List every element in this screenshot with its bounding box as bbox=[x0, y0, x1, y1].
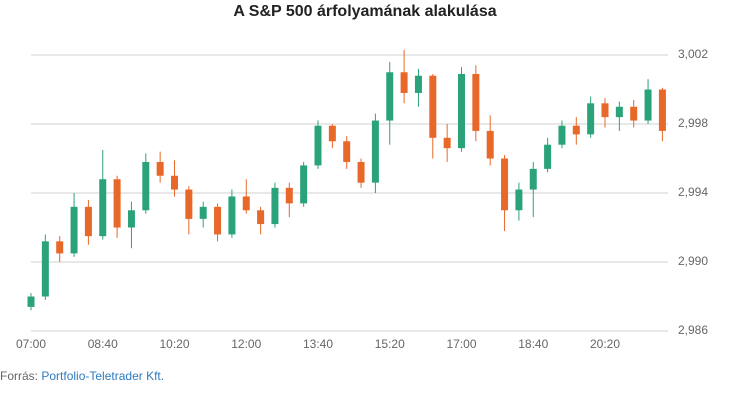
y-tick-label: 3,002 bbox=[678, 47, 708, 61]
source: Forrás: Portfolio-Teletrader Kft. bbox=[0, 369, 164, 383]
candle-body bbox=[544, 144, 552, 169]
x-tick-label: 07:00 bbox=[16, 337, 46, 351]
candle-body bbox=[630, 106, 638, 121]
candle-body bbox=[127, 210, 135, 228]
candle-body bbox=[113, 179, 121, 228]
candle-body bbox=[386, 72, 394, 121]
candle-body bbox=[529, 168, 537, 190]
y-tick-label: 2,986 bbox=[678, 323, 708, 337]
candle-body bbox=[41, 241, 49, 297]
source-label: Forrás: bbox=[0, 369, 38, 383]
x-tick-label: 13:40 bbox=[303, 337, 333, 351]
candle-body bbox=[142, 161, 150, 211]
chart-title: A S&P 500 árfolyamának alakulása bbox=[233, 3, 496, 20]
x-tick-label: 15:20 bbox=[375, 337, 405, 351]
candle-body bbox=[99, 179, 107, 237]
candle-body bbox=[314, 125, 322, 166]
candle-body bbox=[56, 241, 64, 254]
candle-body bbox=[228, 196, 236, 235]
source-link[interactable]: Portfolio-Teletrader Kft. bbox=[41, 369, 164, 383]
x-tick-label: 20:20 bbox=[590, 337, 620, 351]
candle-body bbox=[328, 125, 336, 142]
candle-body bbox=[27, 296, 35, 307]
candle-body bbox=[300, 165, 308, 204]
x-tick-label: 10:20 bbox=[159, 337, 189, 351]
y-tick-label: 2,998 bbox=[678, 116, 708, 130]
candle-body bbox=[472, 73, 480, 131]
candle-body bbox=[615, 106, 623, 118]
candle-body bbox=[285, 187, 293, 204]
candle-body bbox=[515, 189, 523, 211]
candle-body bbox=[572, 125, 580, 135]
candle-body bbox=[601, 103, 609, 118]
candle-body bbox=[199, 206, 207, 219]
candle-body bbox=[84, 206, 92, 237]
y-tick-label: 2,990 bbox=[678, 254, 708, 268]
candle-body bbox=[70, 206, 78, 254]
candle-body bbox=[371, 120, 379, 183]
candle-body bbox=[558, 125, 566, 145]
candle-body bbox=[587, 103, 595, 135]
candle-body bbox=[357, 161, 365, 183]
candle-body bbox=[501, 158, 509, 211]
candle-body bbox=[429, 75, 437, 138]
x-tick-label: 18:40 bbox=[518, 337, 548, 351]
candle-body bbox=[644, 89, 652, 121]
candle-body bbox=[214, 206, 222, 235]
candle-body bbox=[185, 189, 193, 219]
candle-body bbox=[400, 72, 408, 93]
y-tick-label: 2,994 bbox=[678, 185, 708, 199]
candle-body bbox=[414, 75, 422, 93]
candle-body bbox=[443, 137, 451, 149]
candle-body bbox=[658, 89, 666, 131]
candle-body bbox=[486, 130, 494, 159]
x-tick-label: 08:40 bbox=[88, 337, 118, 351]
candle-body bbox=[171, 175, 178, 190]
x-tick-label: 12:00 bbox=[231, 337, 261, 351]
candle-body bbox=[458, 73, 465, 149]
candle-body bbox=[343, 141, 351, 162]
x-tick-label: 17:00 bbox=[446, 337, 476, 351]
candle-body bbox=[242, 196, 250, 211]
candle-body bbox=[271, 187, 279, 225]
candle-body bbox=[257, 210, 265, 225]
candle-body bbox=[156, 161, 164, 176]
